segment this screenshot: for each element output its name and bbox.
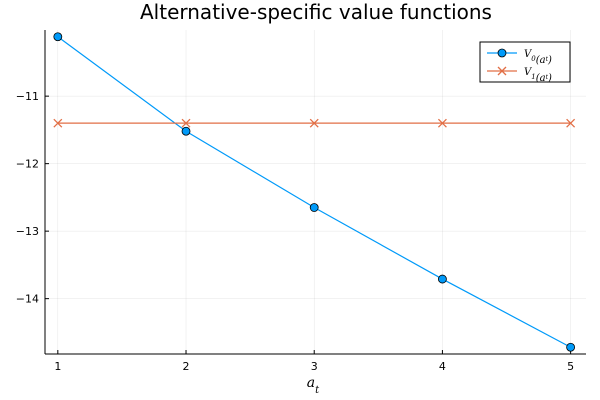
data-point-circle	[566, 342, 576, 352]
legend-label-0: V0(at)	[524, 49, 552, 66]
data-point-x	[53, 118, 63, 128]
x-tick-label: 2	[183, 360, 190, 373]
data-point-circle	[181, 126, 191, 136]
x-tick-label: 5	[567, 360, 574, 373]
data-point-x	[566, 118, 576, 128]
y-tick-label: −11	[16, 90, 39, 103]
data-point-circle	[309, 203, 319, 212]
axes-layer: 1 2 3 4 5 −11 −12 −13 −14	[16, 30, 586, 373]
x-tick-label: 1	[54, 360, 61, 373]
y-tick-label: −14	[16, 293, 39, 306]
legend: V0(at)V1(at)	[479, 41, 571, 84]
data-point-circle	[53, 32, 63, 42]
legend-box	[479, 41, 571, 83]
y-tick-label: −13	[16, 225, 39, 238]
data-point-x	[309, 118, 319, 128]
legend-marker-x	[497, 66, 507, 76]
x-tick-label: 4	[439, 360, 446, 373]
chart-title: Alternative-specific value functions	[140, 0, 492, 24]
data-point-x	[437, 118, 447, 128]
x-tick-label: 3	[311, 360, 318, 373]
grid-layer	[45, 30, 586, 354]
y-tick-label: −12	[16, 158, 39, 171]
data-point-circle	[438, 274, 447, 284]
legend-marker-circle	[497, 48, 507, 58]
data-point-x	[181, 118, 191, 128]
legend-label-1: V1(at)	[524, 67, 552, 84]
series-layer	[53, 32, 576, 352]
